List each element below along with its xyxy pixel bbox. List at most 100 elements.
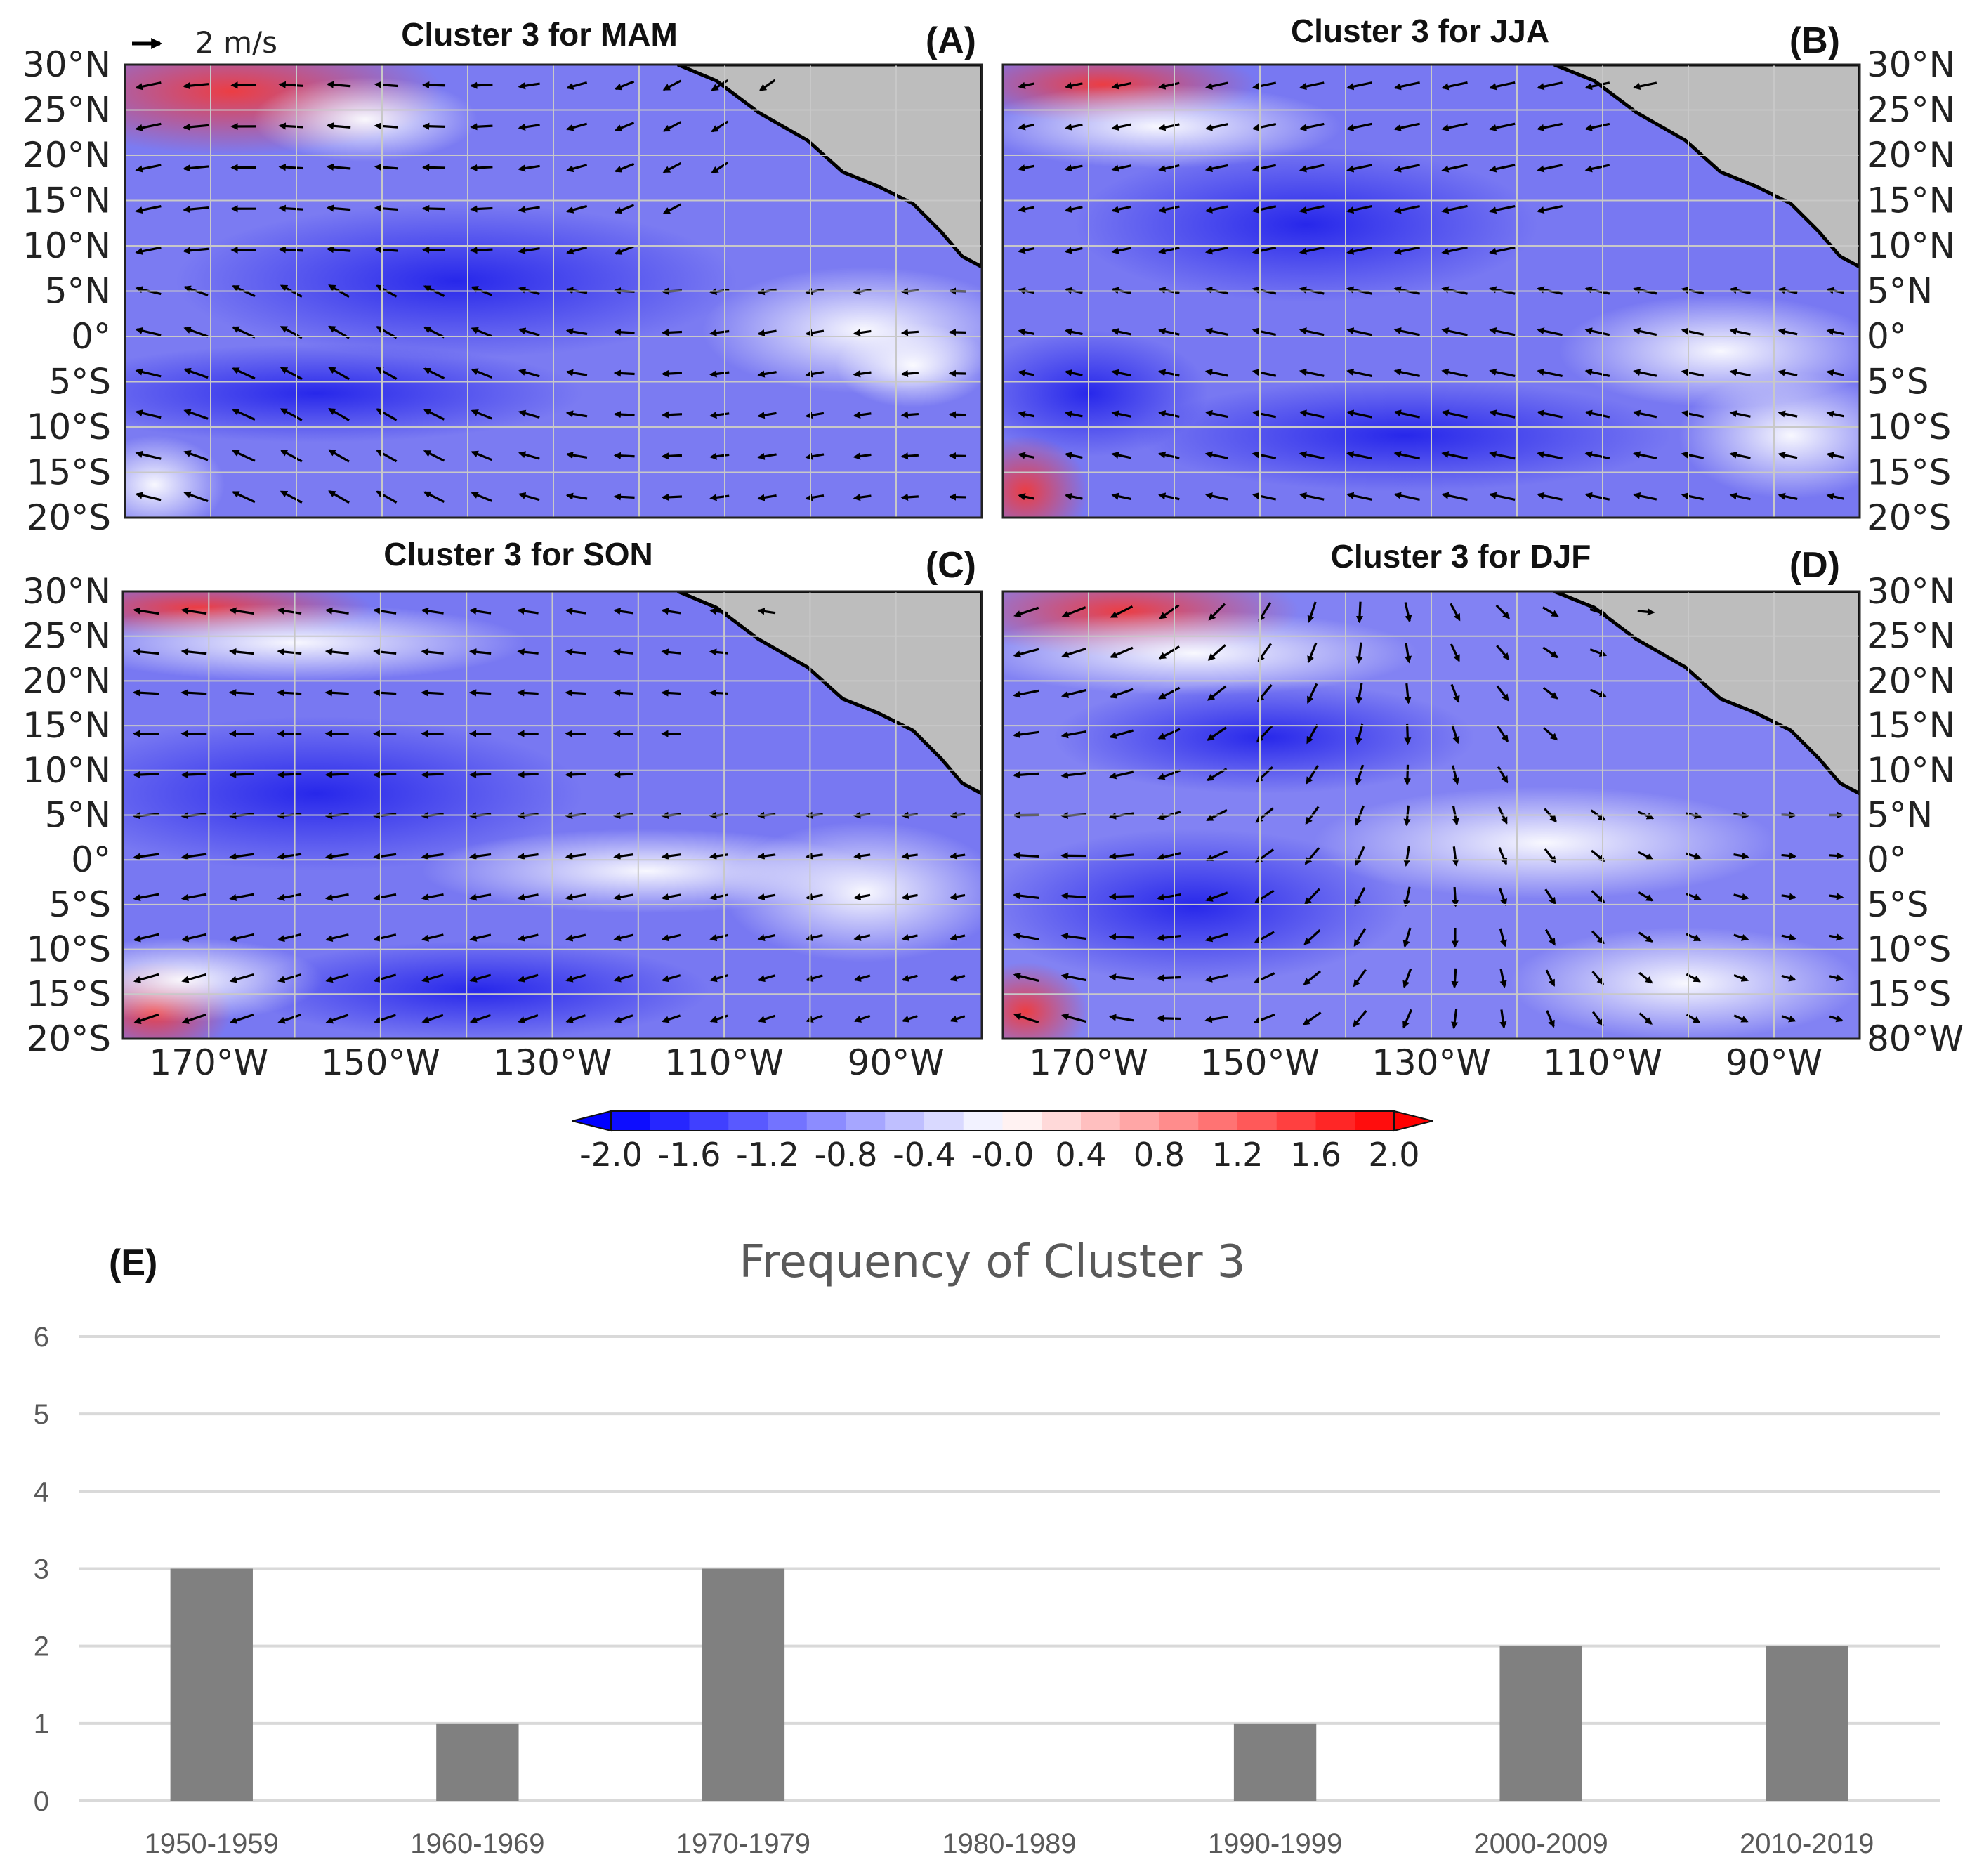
lat-tick-label: 5°N <box>45 795 111 836</box>
wind-vector <box>1159 604 1180 619</box>
wind-vector <box>1252 327 1277 336</box>
wind-vector <box>229 853 254 860</box>
wind-vector <box>1546 1010 1555 1028</box>
wind-vector <box>1013 648 1039 658</box>
wind-vector <box>950 974 966 982</box>
wind-vector <box>1544 929 1556 946</box>
wind-vector <box>1393 492 1420 501</box>
wind-vector <box>518 492 540 501</box>
wind-vector <box>1111 328 1131 336</box>
colorbar-tick-label: -0.0 <box>971 1136 1034 1174</box>
wind-vector <box>1108 893 1134 900</box>
wind-vector <box>1403 846 1411 867</box>
lat-tick-label: 5°S <box>48 884 111 925</box>
wind-vector <box>232 326 256 339</box>
wind-vector <box>1489 409 1516 419</box>
wind-vector <box>1061 648 1086 658</box>
wind-vector <box>373 853 397 860</box>
wind-vector <box>1204 81 1228 90</box>
wind-vector <box>1681 492 1704 501</box>
wind-vector <box>1158 410 1180 418</box>
wind-vector <box>326 246 351 254</box>
wind-vector <box>1441 81 1468 91</box>
colorbar-cell <box>963 1111 1003 1131</box>
lon-tick-label: 150°W <box>321 1042 440 1083</box>
wind-vector <box>469 973 492 983</box>
wind-vector <box>1157 728 1181 740</box>
wind-vector <box>900 411 919 419</box>
wind-vector <box>1496 645 1510 661</box>
wind-vector <box>565 689 586 697</box>
colorbar-cell <box>1198 1111 1238 1131</box>
panel-title: Cluster 3 for JJA <box>1291 13 1549 49</box>
wind-vector <box>566 246 588 255</box>
wind-vector <box>1306 765 1319 785</box>
wind-vector <box>517 607 539 615</box>
lat-tick-label: 25°N <box>22 616 111 657</box>
wind-vector <box>181 973 207 983</box>
lat-tick-label: 10°N <box>1867 750 1955 791</box>
wind-vector <box>232 367 256 380</box>
wind-vector <box>1299 122 1325 131</box>
wind-vector <box>1111 369 1131 377</box>
wind-vector <box>326 204 351 212</box>
wind-vector <box>181 933 207 943</box>
wind-vector <box>566 122 588 131</box>
wind-vector <box>1499 928 1507 947</box>
wind-vector <box>1158 327 1180 336</box>
wind-vector <box>1013 606 1039 617</box>
wind-vector <box>471 450 492 461</box>
wind-vector <box>135 492 162 501</box>
wind-vector <box>1781 933 1796 941</box>
wind-vector <box>661 893 681 901</box>
wind-vector <box>1355 723 1364 745</box>
bar <box>702 1568 785 1801</box>
wind-vector <box>232 450 256 462</box>
wind-vector <box>469 933 492 942</box>
wind-vector <box>757 974 776 983</box>
wind-vector <box>1018 205 1034 213</box>
wind-vector <box>853 452 872 460</box>
wind-vector <box>1633 492 1657 501</box>
wind-vector <box>613 853 633 860</box>
wind-vector <box>1302 1011 1322 1025</box>
lat-tick-label: 30°N <box>1867 44 1955 85</box>
wind-vector <box>709 494 730 501</box>
colorbar-cell <box>846 1111 886 1131</box>
wind-vector <box>1778 410 1798 418</box>
wind-vector <box>805 494 825 501</box>
wind-vector <box>1826 492 1844 500</box>
wind-vector <box>183 450 209 461</box>
wind-vector <box>1681 369 1704 377</box>
wind-vector <box>1258 602 1272 622</box>
wind-vector <box>277 648 302 656</box>
wind-vector <box>1497 726 1509 743</box>
wind-vector <box>180 648 207 656</box>
wind-vector <box>1013 730 1039 739</box>
wind-vector <box>1306 724 1319 745</box>
wind-vector <box>183 206 209 214</box>
wind-vector <box>901 852 918 860</box>
wind-vector <box>1111 247 1131 254</box>
y-tick-label: 6 <box>34 1322 49 1353</box>
wind-vector <box>1205 850 1228 862</box>
wind-vector <box>565 973 586 983</box>
wind-vector <box>1441 246 1468 255</box>
wind-vector <box>1584 122 1610 131</box>
wind-vector <box>1252 369 1277 377</box>
wind-vector <box>471 492 492 502</box>
wind-vector <box>1441 368 1468 378</box>
wind-vector <box>135 122 162 131</box>
wind-vector <box>566 81 588 90</box>
wind-vector <box>1303 929 1321 945</box>
wind-vector <box>1489 122 1516 131</box>
wind-vector <box>1450 683 1460 704</box>
wind-vector <box>900 452 919 460</box>
wind-vector <box>1489 327 1516 336</box>
wind-vector <box>1018 369 1034 377</box>
wind-vector <box>1729 451 1751 459</box>
wind-vector <box>1633 81 1657 90</box>
wind-vector <box>1584 327 1610 336</box>
wind-vector <box>1303 970 1322 985</box>
x-tick-label: 2000-2009 <box>1473 1828 1608 1859</box>
